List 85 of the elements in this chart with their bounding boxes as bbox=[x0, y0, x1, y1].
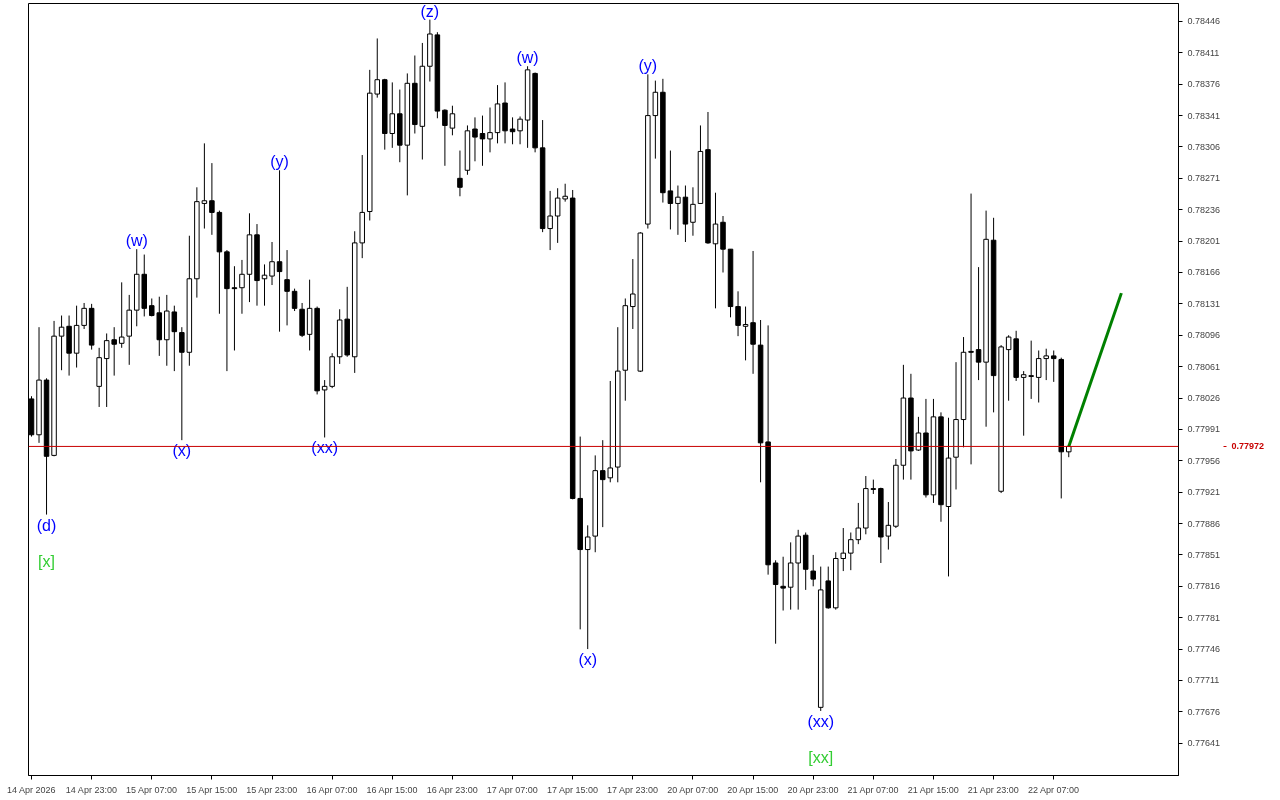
candlestick bbox=[1050, 350, 1057, 383]
x-tick-label: 14 Apr 2026 bbox=[6, 784, 56, 795]
y-tick-label: 0.77886 bbox=[1187, 518, 1221, 529]
candlestick bbox=[269, 241, 275, 286]
x-tick-label: 20 Apr 15:00 bbox=[727, 784, 779, 795]
x-tick-label: 17 Apr 23:00 bbox=[607, 784, 659, 795]
x-tick-label: 21 Apr 07:00 bbox=[847, 784, 899, 795]
x-tick-label: 21 Apr 15:00 bbox=[907, 784, 959, 795]
y-tick-label: 0.77641 bbox=[1187, 738, 1221, 749]
candlestick bbox=[750, 250, 756, 375]
candlestick bbox=[472, 116, 478, 162]
candlestick bbox=[457, 150, 463, 197]
x-tick-label: 20 Apr 23:00 bbox=[787, 784, 839, 795]
y-tick-label: 0.77781 bbox=[1187, 612, 1221, 623]
y-tick-label: 0.77921 bbox=[1187, 487, 1221, 498]
candlestick bbox=[231, 265, 238, 351]
candlestick bbox=[284, 249, 290, 326]
y-tick-label: 0.78131 bbox=[1187, 298, 1221, 309]
candlestick bbox=[58, 315, 65, 371]
candlestick bbox=[915, 416, 922, 452]
y-tick-label: 0.77676 bbox=[1187, 706, 1221, 717]
y-tick-label: 0.78201 bbox=[1187, 236, 1221, 247]
candlestick bbox=[487, 107, 493, 153]
y-tick-label: 0.77816 bbox=[1187, 581, 1221, 592]
candlestick bbox=[276, 169, 283, 333]
ref-line-label: 0.77972 bbox=[1231, 441, 1265, 452]
y-tick-label: 0.78306 bbox=[1187, 141, 1221, 152]
x-tick-label: 16 Apr 07:00 bbox=[306, 784, 358, 795]
y-tick-label: 0.77851 bbox=[1187, 549, 1221, 560]
y-tick-label: 0.78026 bbox=[1187, 393, 1221, 404]
y-tick-label: 0.77746 bbox=[1187, 644, 1221, 655]
candlestick bbox=[239, 259, 245, 315]
y-tick-label: 0.78236 bbox=[1187, 204, 1221, 215]
y-tick-label: 0.78166 bbox=[1187, 267, 1221, 278]
candlestick bbox=[517, 115, 523, 145]
y-tick-label: 0.78446 bbox=[1187, 16, 1221, 27]
y-tick-label: 0.77711 bbox=[1187, 675, 1220, 686]
candlestick bbox=[810, 554, 816, 587]
candlestick bbox=[442, 108, 448, 167]
x-tick-label: 16 Apr 23:00 bbox=[426, 784, 478, 795]
candlestick bbox=[118, 281, 125, 349]
candlestick bbox=[449, 105, 456, 136]
y-tick-label: 0.78271 bbox=[1187, 173, 1221, 184]
x-tick-label: 20 Apr 07:00 bbox=[667, 784, 719, 795]
y-tick-label: 0.77956 bbox=[1187, 455, 1221, 466]
annotation: (xx) bbox=[807, 712, 835, 730]
candlestick bbox=[291, 288, 298, 312]
candlestick bbox=[509, 116, 516, 145]
y-tick-label: 0.77991 bbox=[1187, 424, 1221, 435]
annotation: (w) bbox=[516, 49, 539, 67]
y-tick-label: 0.78411 bbox=[1187, 47, 1220, 58]
annotation: [xx] bbox=[808, 748, 834, 766]
candlestick bbox=[735, 290, 741, 337]
candlestick bbox=[584, 524, 591, 650]
x-tick-label: 17 Apr 15:00 bbox=[546, 784, 598, 795]
annotation: (z) bbox=[420, 2, 440, 20]
y-tick-label: 0.78096 bbox=[1187, 330, 1221, 341]
candlestick bbox=[780, 556, 786, 612]
x-tick-label: 22 Apr 07:00 bbox=[1027, 784, 1080, 795]
candlestick bbox=[968, 193, 974, 465]
candlestick bbox=[209, 162, 215, 236]
y-tick-label: 0.78376 bbox=[1187, 79, 1221, 90]
x-tick-label: 15 Apr 07:00 bbox=[126, 784, 178, 795]
candlestick bbox=[479, 115, 486, 167]
x-tick-label: 14 Apr 23:00 bbox=[65, 784, 117, 795]
annotation: (w) bbox=[125, 232, 148, 250]
annotation: (y) bbox=[270, 153, 289, 171]
y-tick-label: 0.78341 bbox=[1187, 110, 1221, 121]
y-tick-label: 0.78061 bbox=[1187, 361, 1221, 372]
x-tick-label: 17 Apr 07:00 bbox=[486, 784, 538, 795]
annotation: [x] bbox=[38, 552, 55, 570]
candlestick bbox=[690, 186, 696, 237]
x-tick-label: 21 Apr 23:00 bbox=[967, 784, 1019, 795]
candlestick bbox=[975, 266, 982, 381]
annotation: (y) bbox=[638, 57, 658, 75]
annotation: (x) bbox=[172, 442, 192, 460]
annotation: (x) bbox=[578, 651, 598, 669]
x-tick-label: 16 Apr 15:00 bbox=[366, 784, 418, 795]
candlestick bbox=[742, 306, 749, 361]
candlestick bbox=[772, 559, 779, 645]
x-tick-label: 15 Apr 15:00 bbox=[186, 784, 238, 795]
candlestick bbox=[712, 192, 719, 309]
annotation: (d) bbox=[36, 516, 57, 534]
x-tick-label: 15 Apr 23:00 bbox=[246, 784, 298, 795]
candlestick bbox=[675, 185, 681, 236]
